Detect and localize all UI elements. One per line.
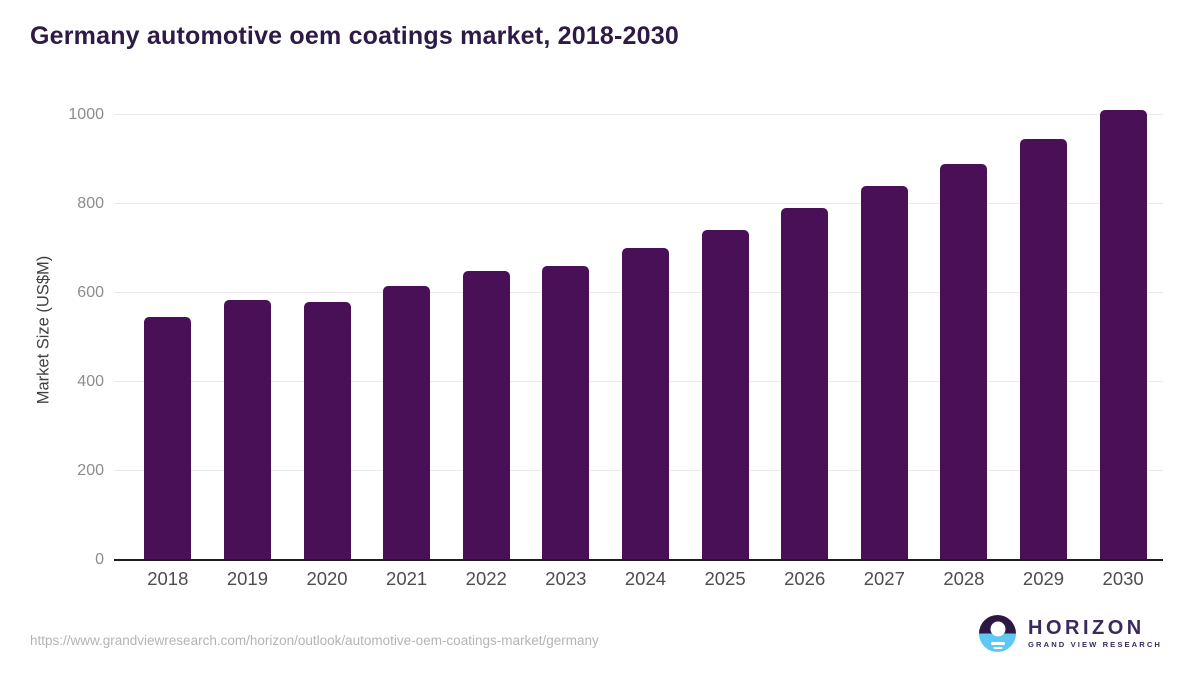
bar-2022 bbox=[462, 270, 510, 560]
logo-reflection-dash bbox=[990, 642, 1005, 645]
bar-2021 bbox=[383, 286, 431, 560]
bar-slot-2022 bbox=[446, 100, 526, 560]
y-tick-label-0: 0 bbox=[95, 551, 104, 568]
x-axis-line bbox=[114, 559, 1163, 561]
x-tick-label-2026: 2026 bbox=[784, 568, 826, 589]
x-tick-label-2022: 2022 bbox=[465, 568, 507, 589]
bar-2028 bbox=[940, 163, 988, 560]
x-tick-label-2028: 2028 bbox=[943, 568, 985, 589]
x-tick-label-2025: 2025 bbox=[704, 568, 746, 589]
x-tick-label-2020: 2020 bbox=[306, 568, 348, 589]
bar-2026 bbox=[781, 208, 829, 560]
bar-2020 bbox=[303, 301, 351, 560]
bar-slot-2027 bbox=[844, 100, 924, 560]
bar-2023 bbox=[542, 266, 590, 560]
bar-slot-2019 bbox=[208, 100, 288, 560]
logo-subtitle: GRAND VIEW RESEARCH bbox=[1028, 640, 1162, 650]
x-tick-label-2024: 2024 bbox=[624, 568, 667, 589]
bar-slot-2026 bbox=[765, 100, 845, 560]
horizon-sun-icon bbox=[979, 615, 1017, 652]
x-tick-label-2023: 2023 bbox=[545, 568, 587, 589]
x-tick-label-2018: 2018 bbox=[147, 568, 189, 589]
x-tick-labels: 2018 2019 2020 2021 2022 2023 2024 2025 2026 2027… bbox=[128, 568, 1163, 590]
horizon-logo: HORIZON GRAND VIEW RESEARCH bbox=[979, 615, 1162, 652]
y-tick-label-600: 600 bbox=[77, 283, 104, 301]
y-tick-label-400: 400 bbox=[77, 372, 104, 390]
plot-area: 0 200 400 600 800 1000 bbox=[68, 100, 1163, 568]
y-tick-label-1000: 1000 bbox=[68, 105, 104, 123]
bar-slot-2018 bbox=[128, 100, 208, 560]
logo-title: HORIZON bbox=[1028, 617, 1145, 640]
x-tick-label-2030: 2030 bbox=[1102, 568, 1144, 589]
logo-reflection-dash bbox=[993, 646, 1003, 649]
x-tick-label-2021: 2021 bbox=[386, 568, 428, 589]
bar-2019 bbox=[223, 299, 271, 560]
x-tick-label-2027: 2027 bbox=[863, 568, 905, 589]
x-tick-label-2019: 2019 bbox=[226, 568, 268, 589]
bar-slot-2030 bbox=[1083, 100, 1163, 560]
bar-2018 bbox=[144, 317, 192, 560]
logo-sun-hole bbox=[990, 621, 1006, 637]
logo-text: HORIZON GRAND VIEW RESEARCH bbox=[1028, 618, 1162, 649]
bar-slot-2029 bbox=[1004, 100, 1084, 560]
bar-2030 bbox=[1099, 110, 1147, 560]
y-tick-label-200: 200 bbox=[77, 461, 104, 479]
bar-slot-2023 bbox=[526, 100, 606, 560]
gridline-800 bbox=[114, 202, 1163, 204]
gridline-1000 bbox=[114, 113, 1163, 115]
x-tick-label-2029: 2029 bbox=[1022, 568, 1065, 589]
bar-slot-2021 bbox=[367, 100, 447, 560]
bar-2024 bbox=[621, 248, 669, 560]
chart-title: Germany automotive oem coatings market, … bbox=[30, 22, 679, 50]
bar-slot-2025 bbox=[685, 100, 765, 560]
source-url: https://www.grandviewresearch.com/horizo… bbox=[30, 633, 599, 648]
bar-slot-2024 bbox=[606, 100, 686, 560]
y-axis-title: Market Size (US$M) bbox=[34, 255, 53, 405]
bar-2025 bbox=[701, 230, 749, 560]
bar-2029 bbox=[1020, 139, 1067, 560]
bar-slot-2020 bbox=[287, 100, 367, 560]
bar-slot-2028 bbox=[924, 100, 1004, 560]
bar-2027 bbox=[860, 185, 908, 560]
bars-row bbox=[128, 100, 1163, 560]
y-tick-label-800: 800 bbox=[77, 194, 104, 212]
